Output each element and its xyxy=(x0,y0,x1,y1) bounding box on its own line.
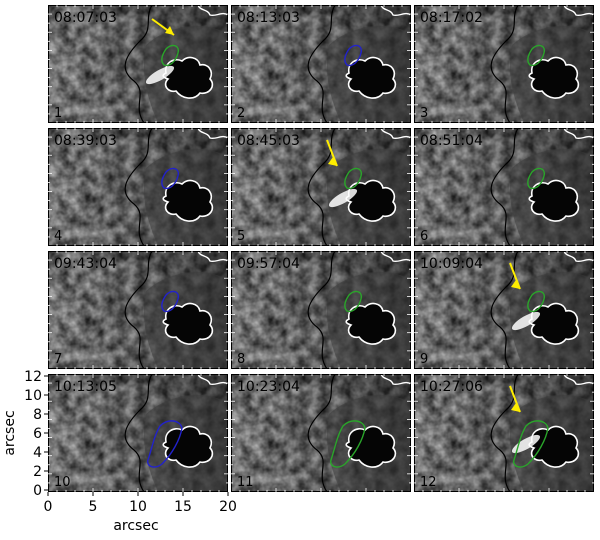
neutral-line xyxy=(490,128,519,246)
y-tick-label: 4 xyxy=(33,445,42,461)
image-panel: 08:39:03 4 xyxy=(48,128,228,246)
neutral-line xyxy=(307,374,336,492)
image-panel: 08:51:04 6 xyxy=(414,128,594,246)
panel-timestamp: 09:57:04 xyxy=(237,256,300,272)
x-tick-label: 0 xyxy=(44,499,53,515)
neutral-line xyxy=(490,5,519,123)
region-contour xyxy=(344,44,363,67)
x-axis-label: arcsec xyxy=(113,518,158,534)
panel-number: 3 xyxy=(420,106,428,121)
image-panel: 09:43:04 7 xyxy=(48,251,228,369)
x-tick-label: 20 xyxy=(219,499,237,515)
region-contour xyxy=(344,167,363,190)
image-panel: 10:09:04 9 xyxy=(414,251,594,369)
neutral-line xyxy=(490,374,519,492)
panel-number: 5 xyxy=(237,229,245,244)
region-contour xyxy=(161,290,180,313)
panel-timestamp: 10:13:05 xyxy=(54,379,117,395)
umbra-contour xyxy=(162,302,214,345)
panel-timestamp: 10:27:06 xyxy=(420,379,483,395)
panel-number: 2 xyxy=(237,106,245,121)
panel-number: 12 xyxy=(420,475,437,490)
region-contour xyxy=(527,167,546,190)
umbra-contour xyxy=(528,302,580,345)
neutral-line xyxy=(124,5,153,123)
y-tick-label: 2 xyxy=(33,464,42,480)
neutral-line xyxy=(307,128,336,246)
neutral-line xyxy=(307,5,336,123)
image-panel: 09:57:04 8 xyxy=(231,251,411,369)
y-tick-label: 8 xyxy=(33,407,42,423)
arrow-icon xyxy=(151,18,175,36)
umbra-contour xyxy=(162,56,214,99)
arrow-icon xyxy=(326,139,338,167)
umbra-contour xyxy=(345,302,397,345)
panel-timestamp: 08:39:03 xyxy=(54,133,117,149)
region-contour xyxy=(330,420,366,468)
umbra-contour xyxy=(528,425,580,468)
neutral-line xyxy=(307,251,336,369)
axes: 0 5 10 15 20 arcsec 0 2 4 6 8 10 12 arcsec xyxy=(2,369,237,534)
region-contour xyxy=(147,420,183,468)
umbra-contour xyxy=(345,56,397,99)
image-panel: 08:07:03 1 xyxy=(48,5,228,123)
panel-number: 7 xyxy=(54,352,62,367)
image-panel: 10:27:06 12 xyxy=(414,374,594,492)
panel-timestamp: 09:43:04 xyxy=(54,256,117,272)
x-tick-label: 15 xyxy=(174,499,192,515)
y-tick-label: 10 xyxy=(24,388,42,404)
region-contour xyxy=(527,44,546,67)
umbra-contour xyxy=(528,56,580,99)
arrow-icon xyxy=(509,262,521,290)
panel-timestamp: 08:17:02 xyxy=(420,10,483,26)
panel-number: 10 xyxy=(54,475,71,490)
region-contour xyxy=(513,420,549,468)
y-axis-label: arcsec xyxy=(2,410,18,455)
panel-timestamp: 10:23:04 xyxy=(237,379,300,395)
panel-number: 9 xyxy=(420,352,428,367)
arrow-icon xyxy=(509,385,521,413)
umbra-contour xyxy=(162,179,214,222)
y-tick-label: 0 xyxy=(33,483,42,499)
image-panel: 08:17:02 3 xyxy=(414,5,594,123)
image-panel: 08:13:03 2 xyxy=(231,5,411,123)
region-contour xyxy=(161,167,180,190)
region-contour xyxy=(527,290,546,313)
umbra-contour xyxy=(162,425,214,468)
panel-timestamp: 10:09:04 xyxy=(420,256,483,272)
panel-timestamp: 08:13:03 xyxy=(237,10,300,26)
panel-number: 1 xyxy=(54,106,62,121)
y-tick-label: 6 xyxy=(33,426,42,442)
region-contour xyxy=(161,44,180,67)
panel-number: 4 xyxy=(54,229,62,244)
umbra-contour xyxy=(345,425,397,468)
image-panel: 10:23:04 11 xyxy=(231,374,411,492)
panel-number: 6 xyxy=(420,229,428,244)
umbra-contour xyxy=(528,179,580,222)
neutral-line xyxy=(124,374,153,492)
image-panel: 08:45:03 5 xyxy=(231,128,411,246)
neutral-line xyxy=(490,251,519,369)
panel-timestamp: 08:07:03 xyxy=(54,10,117,26)
panel-timestamp: 08:45:03 xyxy=(237,133,300,149)
neutral-line xyxy=(124,251,153,369)
x-tick-label: 5 xyxy=(89,499,98,515)
panel-timestamp: 08:51:04 xyxy=(420,133,483,149)
panel-number: 8 xyxy=(237,352,245,367)
panel-number: 11 xyxy=(237,475,254,490)
neutral-line xyxy=(124,128,153,246)
panel-grid: 08:07:03 1 08:13:03 2 08:17:02 3 08:39:03 4 08:4… xyxy=(48,5,594,492)
umbra-contour xyxy=(345,179,397,222)
x-tick-label: 10 xyxy=(129,499,147,515)
y-tick-label: 12 xyxy=(24,369,42,385)
image-panel: 10:13:05 10 xyxy=(48,374,228,492)
region-contour xyxy=(344,290,363,313)
